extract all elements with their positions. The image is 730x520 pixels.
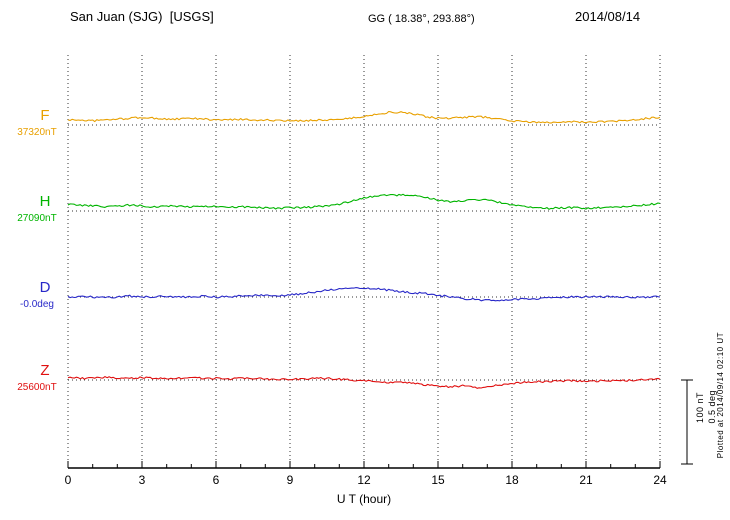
x-tick-24: 24 (653, 473, 667, 487)
plotted-at-note: Plotted at 2014/09/14 02:10 UT (716, 332, 725, 459)
x-tick-9: 9 (286, 473, 294, 487)
channel-label-z: Z (40, 362, 50, 379)
baseline-value-h: 27090nT (17, 213, 57, 224)
x-axis-title: U T (hour) (336, 492, 392, 506)
channel-label-h: H (39, 193, 51, 210)
geographic-coordinates: GG ( 18.38°, 293.88°) (368, 13, 475, 25)
x-tick-12: 12 (357, 473, 371, 487)
channel-label-d: D (39, 279, 51, 296)
x-tick-21: 21 (579, 473, 593, 487)
baseline-value-d: -0.0deg (20, 299, 54, 310)
plot-date: 2014/08/14 (575, 9, 641, 24)
x-tick-3: 3 (138, 473, 146, 487)
channel-label-f: F (40, 107, 50, 124)
x-tick-6: 6 (212, 473, 220, 487)
baseline-value-z: 25600nT (17, 382, 57, 393)
station-title: San Juan (SJG) [USGS] (70, 9, 214, 24)
x-tick-0: 0 (64, 473, 72, 487)
x-tick-18: 18 (505, 473, 519, 487)
scale-label-nt: 100 nT (695, 392, 705, 424)
baseline-value-f: 37320nT (17, 127, 57, 138)
x-tick-15: 15 (431, 473, 445, 487)
